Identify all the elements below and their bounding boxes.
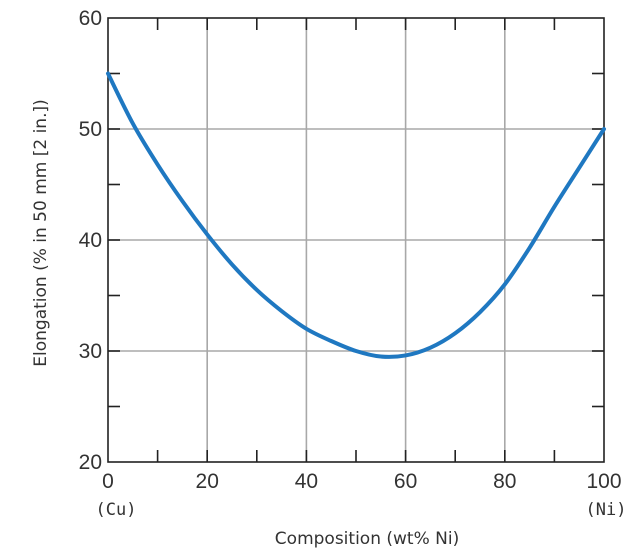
series-layer	[106, 71, 606, 359]
y-tick-label-50: 50	[79, 118, 102, 141]
y-tick-label-30: 30	[79, 340, 102, 363]
series-line-0	[106, 71, 606, 359]
y-tick-label-60: 60	[79, 7, 102, 30]
tick-marks	[108, 18, 604, 462]
x-tick-label-60: 60	[394, 470, 417, 493]
plot-frame	[107, 17, 605, 463]
grid-lines	[108, 18, 604, 462]
x-tick-label-20: 20	[196, 470, 219, 493]
y-axis-title: Elongation (% in 50 mm [2 in.])	[31, 99, 51, 366]
x-axis-title: Composition (wt% Ni)	[275, 529, 459, 549]
x-tick-label-80: 80	[493, 470, 516, 493]
x-end-label-cu: (Cu)	[96, 500, 137, 520]
x-end-label-ni: (Ni)	[586, 500, 627, 520]
x-tick-label-40: 40	[295, 470, 318, 493]
x-tick-label-0: 0	[102, 470, 114, 493]
y-tick-label-40: 40	[79, 229, 102, 252]
x-tick-label-100: 100	[586, 470, 621, 493]
y-tick-label-20: 20	[79, 451, 102, 474]
